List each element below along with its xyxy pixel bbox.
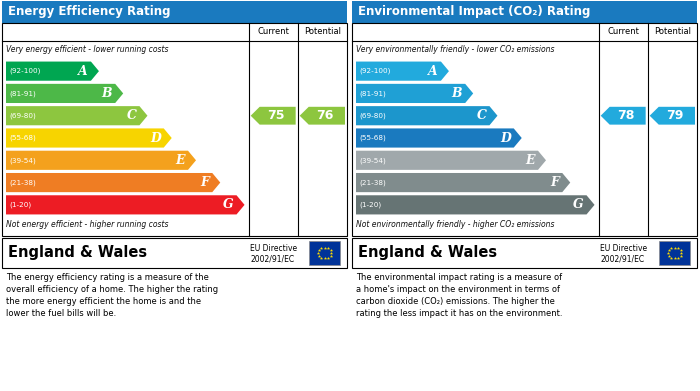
Text: A: A — [428, 65, 438, 78]
Text: B: B — [452, 87, 462, 100]
Text: Potential: Potential — [304, 27, 341, 36]
Polygon shape — [356, 128, 522, 147]
Text: (21-38): (21-38) — [9, 179, 36, 186]
Polygon shape — [251, 107, 295, 125]
Polygon shape — [6, 61, 99, 81]
Polygon shape — [356, 61, 449, 81]
Text: (55-68): (55-68) — [359, 135, 386, 141]
Text: (92-100): (92-100) — [359, 68, 391, 74]
Text: 75: 75 — [267, 109, 285, 122]
Text: B: B — [102, 87, 112, 100]
Text: 2002/91/EC: 2002/91/EC — [601, 255, 645, 264]
Text: G: G — [573, 198, 584, 212]
Polygon shape — [601, 107, 645, 125]
Bar — [352, 1, 697, 23]
Text: (39-54): (39-54) — [9, 157, 36, 163]
Text: Not energy efficient - higher running costs: Not energy efficient - higher running co… — [6, 220, 169, 229]
Text: D: D — [500, 131, 511, 145]
Text: Current: Current — [607, 27, 639, 36]
Text: (92-100): (92-100) — [9, 68, 41, 74]
Bar — [352, 238, 697, 268]
Polygon shape — [6, 151, 196, 170]
Text: (55-68): (55-68) — [9, 135, 36, 141]
Text: (69-80): (69-80) — [359, 113, 386, 119]
Text: Current: Current — [257, 27, 289, 36]
Polygon shape — [300, 107, 345, 125]
Text: The environmental impact rating is a measure of
a home's impact on the environme: The environmental impact rating is a mea… — [356, 273, 563, 318]
Text: (81-91): (81-91) — [9, 90, 36, 97]
Text: C: C — [127, 109, 136, 122]
Text: (39-54): (39-54) — [359, 157, 386, 163]
Text: Very environmentally friendly - lower CO₂ emissions: Very environmentally friendly - lower CO… — [356, 45, 554, 54]
Text: (1-20): (1-20) — [359, 202, 381, 208]
Text: Not environmentally friendly - higher CO₂ emissions: Not environmentally friendly - higher CO… — [356, 220, 554, 229]
Bar — [2, 238, 347, 268]
Text: 79: 79 — [666, 109, 684, 122]
Polygon shape — [6, 173, 220, 192]
Text: 78: 78 — [617, 109, 635, 122]
Polygon shape — [356, 84, 473, 103]
Text: G: G — [223, 198, 234, 212]
Text: (21-38): (21-38) — [359, 179, 386, 186]
Bar — [2, 1, 347, 23]
Polygon shape — [356, 195, 594, 214]
Text: F: F — [550, 176, 559, 189]
Text: Energy Efficiency Rating: Energy Efficiency Rating — [8, 5, 171, 18]
Text: (81-91): (81-91) — [359, 90, 386, 97]
Polygon shape — [6, 195, 244, 214]
Text: A: A — [78, 65, 88, 78]
Text: E: E — [176, 154, 185, 167]
Text: E: E — [526, 154, 535, 167]
Polygon shape — [6, 84, 123, 103]
Polygon shape — [356, 106, 498, 125]
Polygon shape — [6, 106, 148, 125]
Text: Environmental Impact (CO₂) Rating: Environmental Impact (CO₂) Rating — [358, 5, 590, 18]
Text: 76: 76 — [316, 109, 334, 122]
Text: England & Wales: England & Wales — [358, 246, 497, 260]
Polygon shape — [356, 173, 570, 192]
Text: EU Directive: EU Directive — [251, 244, 298, 253]
Bar — [352, 23, 697, 236]
Text: (1-20): (1-20) — [9, 202, 31, 208]
Text: (69-80): (69-80) — [9, 113, 36, 119]
Text: England & Wales: England & Wales — [8, 246, 147, 260]
Text: EU Directive: EU Directive — [601, 244, 648, 253]
Text: F: F — [200, 176, 209, 189]
Polygon shape — [6, 128, 172, 147]
Bar — [309, 241, 340, 265]
Text: Very energy efficient - lower running costs: Very energy efficient - lower running co… — [6, 45, 169, 54]
Text: C: C — [477, 109, 486, 122]
Text: The energy efficiency rating is a measure of the
overall efficiency of a home. T: The energy efficiency rating is a measur… — [6, 273, 218, 318]
Text: D: D — [150, 131, 161, 145]
Polygon shape — [650, 107, 695, 125]
Bar — [659, 241, 690, 265]
Text: Potential: Potential — [654, 27, 691, 36]
Bar — [2, 23, 347, 236]
Text: 2002/91/EC: 2002/91/EC — [251, 255, 295, 264]
Polygon shape — [356, 151, 546, 170]
